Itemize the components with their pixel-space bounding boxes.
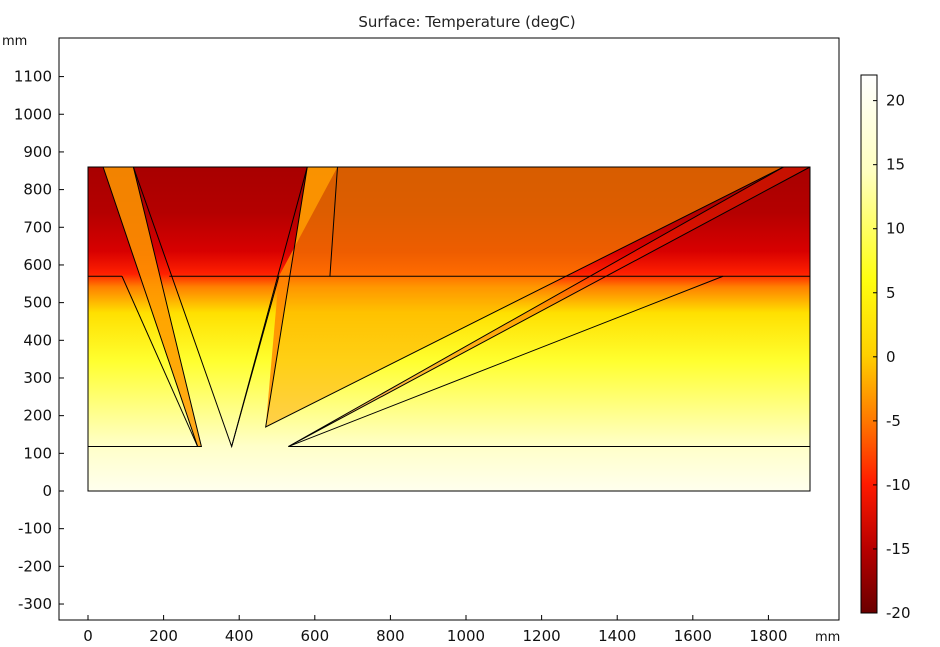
boundary-channel-1	[102, 166, 203, 448]
x-tick-label: 1600	[674, 627, 712, 645]
colorbar-ticks: -20 -15 -10 -5 0 5 10 15 20	[873, 92, 911, 622]
x-tick-label: 800	[376, 627, 405, 645]
boundary-channel-4	[231, 166, 338, 447]
x-axis: 0 200 400 600 800 1000 1200 1400 1600 1800	[83, 615, 788, 645]
y-tick-label: 1100	[14, 68, 52, 86]
warm-plume	[103, 167, 202, 447]
y-axis: -300 -200 -100 0 100 200 300 400 500 600 700 800 900…	[14, 68, 64, 613]
y-tick-label: 300	[23, 369, 52, 387]
x-tick-label: 1000	[447, 627, 485, 645]
colorbar-tick-label: 0	[886, 348, 896, 366]
y-tick-label: 200	[23, 407, 52, 425]
y-tick-label: 0	[42, 482, 52, 500]
y-tick-label: 500	[23, 294, 52, 312]
colorbar	[860, 74, 878, 614]
y-tick-label: 700	[23, 218, 52, 236]
plot-title: Surface: Temperature (degC)	[358, 13, 575, 31]
plot-frame	[58, 37, 840, 621]
y-tick-label: -100	[18, 520, 52, 538]
colorbar-tick-label: 5	[886, 284, 896, 302]
x-tick-label: 1400	[598, 627, 636, 645]
y-tick-label: 100	[23, 444, 52, 462]
y-tick-label: 800	[23, 181, 52, 199]
colorbar-tick-label: 15	[886, 156, 905, 174]
boundary-channel-6	[288, 275, 724, 448]
x-tick-label: 0	[83, 627, 93, 645]
boundary-wedge-left	[121, 276, 199, 447]
y-tick-label: 1000	[14, 105, 52, 123]
x-tick-label: 1800	[749, 627, 787, 645]
colorbar-tick-label: -5	[886, 412, 901, 430]
x-tick-label: 1200	[523, 627, 561, 645]
x-tick-label: 400	[225, 627, 254, 645]
colorbar-tick-label: -10	[886, 476, 911, 494]
colorbar-tick-label: -20	[886, 604, 911, 622]
colorbar-tick-label: 10	[886, 220, 905, 238]
y-tick-label: 400	[23, 331, 52, 349]
colorbar-tick-label: 20	[886, 92, 905, 110]
colorbar-tick-label: -15	[886, 540, 911, 558]
x-tick-label: 200	[149, 627, 178, 645]
y-tick-label: -300	[18, 595, 52, 613]
x-axis-unit: mm	[815, 630, 840, 645]
y-tick-label: 600	[23, 256, 52, 274]
boundary-channel-3	[265, 166, 784, 428]
x-tick-label: 600	[300, 627, 329, 645]
y-tick-label: 900	[23, 143, 52, 161]
domain-outlines	[87, 166, 811, 492]
y-axis-unit: mm	[2, 34, 27, 49]
y-tick-label: -200	[18, 557, 52, 575]
